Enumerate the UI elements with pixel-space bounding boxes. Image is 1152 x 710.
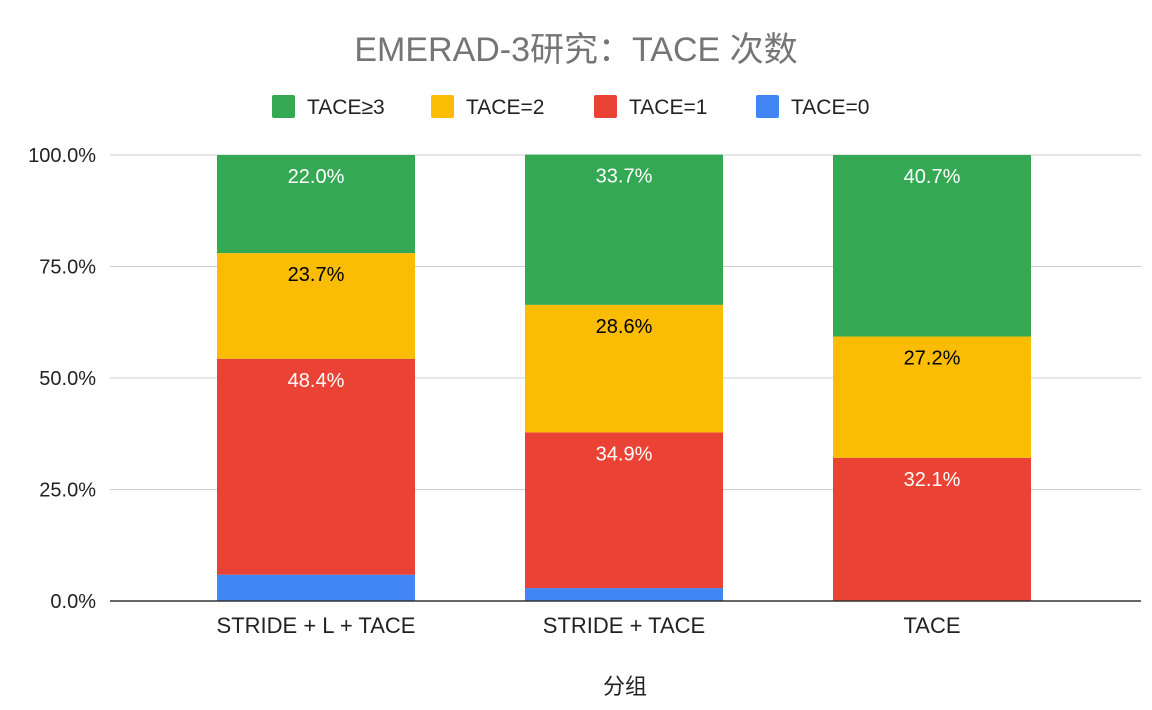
- legend-label: TACE≥3: [307, 96, 385, 119]
- y-tick-label: 100.0%: [28, 145, 96, 167]
- x-tick-label: STRIDE + TACE: [543, 613, 705, 638]
- data-label: 32.1%: [904, 469, 961, 491]
- bar-segment: [525, 588, 723, 601]
- legend: TACE≥3 TACE=2 TACE=1 TACE=0: [272, 95, 869, 119]
- legend-label: TACE=1: [629, 96, 707, 119]
- legend-swatch: [272, 95, 295, 118]
- data-label: 33.7%: [596, 166, 653, 188]
- bar-segment: [525, 432, 723, 589]
- chart-title: EMERAD-3研究：TACE 次数: [354, 31, 797, 69]
- legend-label: TACE=0: [791, 96, 869, 119]
- y-tick-label: 75.0%: [39, 257, 96, 279]
- data-label: 40.7%: [904, 166, 961, 188]
- y-tick-label: 25.0%: [39, 480, 96, 502]
- data-label: 22.0%: [288, 166, 345, 188]
- bar-segment: [525, 304, 723, 433]
- data-label: 23.7%: [288, 264, 345, 286]
- x-axis-title: 分组: [603, 674, 647, 699]
- bar-segment: [833, 336, 1031, 458]
- bar-segment: [833, 155, 1031, 337]
- data-label: 34.9%: [596, 443, 653, 465]
- bar-segment: [833, 457, 1031, 601]
- bar-segment: [217, 358, 415, 575]
- legend-swatch: [756, 95, 779, 118]
- bar-segment: [217, 155, 415, 254]
- bar-segment: [217, 574, 415, 601]
- x-tick-label: TACE: [903, 613, 960, 638]
- data-label: 28.6%: [596, 316, 653, 338]
- data-labels: 48.4% 23.7% 22.0% 34.9% 28.6% 33.7% 32.1% 27.2%…: [288, 166, 961, 491]
- y-tick-label: 50.0%: [39, 368, 96, 390]
- bar-segment: [217, 253, 415, 359]
- bar-segment: [525, 154, 723, 305]
- legend-label: TACE=2: [466, 96, 544, 119]
- legend-swatch: [594, 95, 617, 118]
- x-tick-label: STRIDE + L + TACE: [217, 613, 416, 638]
- data-label: 48.4%: [288, 370, 345, 392]
- legend-swatch: [431, 95, 454, 118]
- y-axis-ticks: 0.0% 25.0% 50.0% 75.0% 100.0%: [28, 145, 96, 613]
- y-tick-label: 0.0%: [50, 591, 96, 613]
- data-label: 27.2%: [904, 348, 961, 370]
- x-axis-categories: STRIDE + L + TACE STRIDE + TACE TACE: [217, 613, 961, 638]
- bars: [217, 154, 1031, 601]
